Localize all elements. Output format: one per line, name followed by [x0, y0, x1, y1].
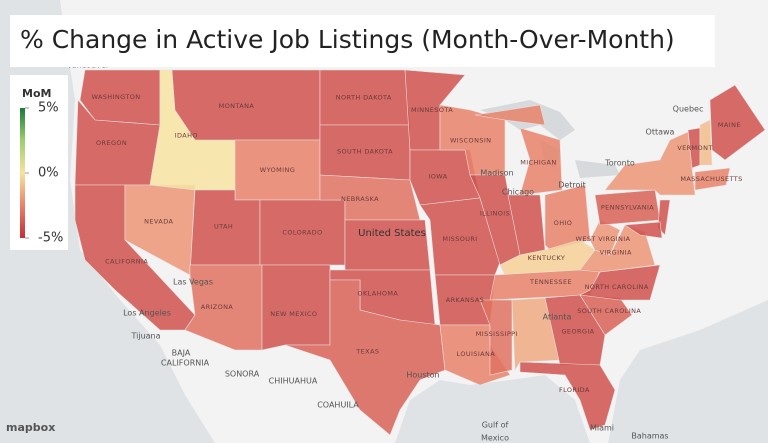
title: % Change in Active Job Listings (Month-O… — [20, 25, 675, 54]
state-label: VIRGINIA — [600, 249, 632, 257]
place-label: CHIHUAHUA — [269, 377, 318, 386]
state-label: MISSISSIPPI — [476, 330, 518, 338]
place-label: COAHUILA — [317, 401, 359, 410]
state-label: COLORADO — [282, 229, 322, 237]
legend-tick-label: -5% — [38, 231, 63, 246]
state-label: NEVADA — [144, 217, 173, 225]
legend-tick-label: 5% — [38, 101, 59, 116]
state — [578, 264, 661, 301]
state-label: ILLINOIS — [480, 210, 510, 218]
place-label: Mexico — [481, 434, 509, 443]
state-label: WYOMING — [260, 166, 295, 174]
state-label: MAINE — [718, 121, 741, 129]
state — [519, 127, 563, 196]
place-label: Quebec — [673, 105, 704, 114]
state-label: NEBRASKA — [341, 195, 379, 203]
attribution: mapbox — [6, 421, 55, 434]
state-label: WEST VIRGINIA — [576, 235, 631, 243]
state — [284, 279, 446, 436]
place-label: Chicago — [502, 188, 534, 197]
state — [694, 167, 731, 191]
state-label: NEW MEXICO — [270, 310, 317, 318]
state-label: SOUTH CAROLINA — [577, 307, 641, 315]
state-label: SOUTH DAKOTA — [337, 147, 393, 155]
state-label: WASHINGTON — [91, 93, 140, 101]
state-label: VERMONT — [677, 144, 712, 152]
state — [519, 361, 616, 431]
state-label: MASSACHUSETTS — [680, 175, 742, 183]
place-label: Tijuana — [130, 332, 160, 341]
state — [624, 221, 663, 239]
state-label: MINNESOTA — [411, 106, 453, 114]
state-label: ARIZONA — [201, 303, 234, 311]
state-label: NORTH CAROLINA — [585, 283, 649, 291]
state — [699, 119, 713, 166]
place-label: Las Vegas — [173, 278, 213, 287]
state — [511, 297, 561, 371]
place-label: Atlanta — [543, 313, 572, 322]
title-box — [10, 15, 715, 67]
state-label: OHIO — [554, 219, 573, 227]
state-label: PENNSYLVANIA — [601, 204, 654, 212]
state-label: MICHIGAN — [520, 159, 556, 167]
state-label: WISCONSIN — [450, 137, 492, 145]
place-label: Detroit — [558, 181, 586, 190]
place-label: BAJA — [172, 349, 191, 358]
state — [544, 294, 606, 366]
state — [709, 84, 766, 161]
state — [479, 299, 513, 376]
place-label: Gulf of — [482, 421, 509, 430]
state-label: TENNESSEE — [529, 278, 572, 286]
place-label: CALIFORNIA — [161, 359, 210, 368]
state-label: KENTUCKY — [528, 254, 566, 262]
legend-box — [10, 75, 68, 250]
state-label: OREGON — [96, 139, 127, 147]
state-label: ARKANSAS — [446, 296, 484, 304]
state-label: MONTANA — [219, 102, 255, 110]
state — [589, 219, 621, 256]
state-label: IOWA — [428, 173, 447, 181]
place-label: Bahamas — [631, 432, 668, 441]
state-label: TEXAS — [355, 347, 379, 355]
state-label: GEORGIA — [562, 328, 595, 336]
place-label: Ottawa — [646, 128, 675, 137]
state-label: UTAH — [214, 222, 233, 230]
place-label: Miami — [590, 424, 614, 433]
state-label: IDAHO — [175, 132, 198, 140]
place-label: Madison — [480, 169, 513, 178]
state-label: FLORIDA — [559, 386, 590, 394]
state-label: LOUISIANA — [457, 350, 496, 358]
place-label: SONORA — [225, 370, 260, 379]
country-label: United States — [358, 228, 426, 239]
state — [657, 199, 671, 236]
state-label: CALIFORNIA — [105, 258, 148, 266]
state-label: MISSOURI — [442, 235, 477, 243]
legend-bar — [20, 108, 25, 238]
state — [189, 189, 261, 276]
legend-tick-label: 0% — [38, 166, 59, 181]
place-label: Houston — [406, 371, 439, 380]
place-label: Los Angeles — [123, 309, 171, 318]
state — [261, 264, 331, 351]
place-label: Toronto — [604, 159, 635, 168]
state — [474, 104, 546, 126]
legend-title: MoM — [22, 87, 51, 100]
state-label: OKLAHOMA — [357, 290, 398, 298]
state-label: NORTH DAKOTA — [336, 94, 392, 102]
